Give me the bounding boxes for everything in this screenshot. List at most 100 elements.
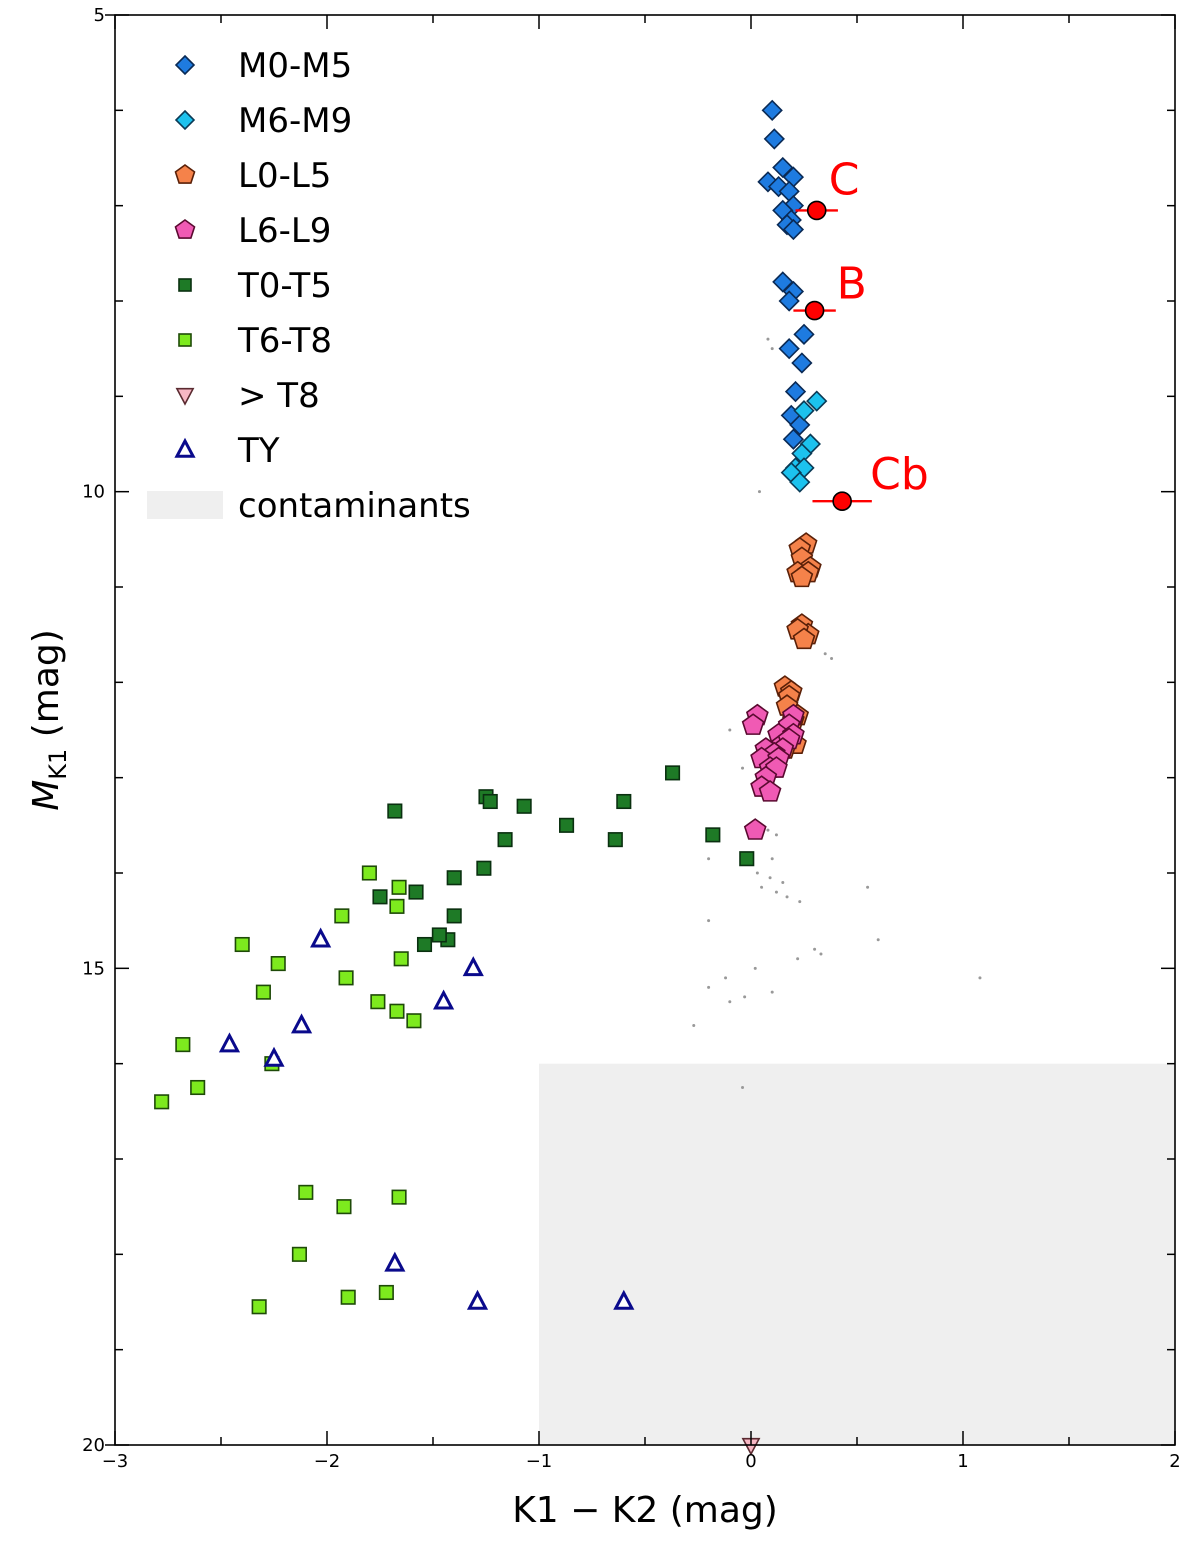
m6m9-point — [806, 390, 828, 412]
y-axis-title-sub: K1 — [44, 749, 72, 780]
m0m5-point — [761, 99, 783, 121]
contaminants-point — [819, 952, 823, 956]
contaminants-point — [728, 728, 732, 732]
y-axis-title-main: M — [26, 780, 67, 811]
contaminants-point — [770, 347, 774, 351]
contaminant-points-layer — [692, 337, 982, 1089]
x-tick-label: −2 — [314, 1451, 341, 1472]
t0t5-point — [607, 832, 623, 848]
contaminants-point — [796, 957, 800, 961]
m0m5-point — [782, 218, 805, 241]
ty-point — [433, 989, 455, 1010]
ty-point — [466, 1289, 489, 1310]
legend-label-ty: TY — [237, 431, 280, 471]
m6m9-point — [789, 471, 811, 493]
annotation-point — [806, 200, 827, 221]
contaminants-point — [813, 947, 817, 951]
m0m5-point — [772, 156, 794, 179]
m0m5-point — [782, 428, 805, 450]
contaminants-point — [785, 895, 789, 899]
t0t5-point — [431, 927, 447, 943]
m0m5-point — [793, 323, 815, 345]
t0t5-point — [408, 884, 424, 900]
legend-marker-m0m5 — [174, 54, 196, 76]
legend-label-l0l5: L0-L5 — [238, 156, 331, 196]
t6t8-point — [338, 970, 354, 986]
contaminants-point — [798, 900, 802, 904]
l0l5-point — [790, 565, 814, 588]
t6t8-point — [389, 1003, 405, 1019]
legend-marker-l0l5 — [174, 164, 196, 184]
legend-label-contaminants: contaminants — [238, 486, 471, 526]
t6t8-point — [291, 1246, 307, 1262]
t0t5-point — [416, 936, 433, 953]
x-tick-label: 1 — [957, 1451, 968, 1472]
t0t5-point — [665, 765, 681, 781]
ty-point — [290, 1013, 313, 1034]
contaminants-point — [753, 966, 757, 970]
contaminants-point — [757, 490, 761, 494]
y-axis-title-unit: (mag) — [26, 629, 67, 749]
t0t5-point — [739, 851, 755, 867]
m0m5-point — [791, 352, 813, 374]
t6t8-point — [393, 951, 409, 967]
t0t5-point — [705, 827, 721, 843]
contaminants-point — [823, 652, 827, 656]
annotation-point — [804, 300, 825, 321]
ty-point — [462, 956, 484, 977]
t6t8-point — [370, 994, 386, 1010]
legend-marker-t6t8 — [178, 333, 192, 347]
t0t5-point — [482, 793, 498, 810]
annotation-label: B — [837, 259, 867, 310]
annotation-label: Cb — [870, 449, 929, 500]
contaminants-point — [770, 857, 774, 861]
ty-point — [613, 1289, 635, 1310]
t0t5-point — [446, 870, 462, 886]
t6t8-point — [334, 908, 350, 924]
contaminants-point — [766, 337, 770, 341]
contaminants-point — [707, 919, 711, 923]
legend-label-t0t5: T0-T5 — [237, 266, 332, 306]
x-tick-label: −3 — [102, 1451, 129, 1472]
legend-marker-ty — [174, 437, 196, 458]
y-axis-title: MK1 (mag) — [26, 629, 72, 811]
contaminants-point — [766, 828, 770, 832]
contaminants-point — [724, 976, 728, 980]
ty-point — [218, 1032, 241, 1053]
ty-point — [310, 927, 332, 948]
contaminants-point — [774, 890, 778, 894]
t0t5-point — [616, 793, 632, 810]
contaminants-point — [866, 885, 870, 889]
legend-label-m0m5: M0-M5 — [238, 46, 352, 86]
t0t5-point — [372, 889, 388, 905]
annotation-point — [832, 491, 852, 512]
contaminant-region — [539, 1063, 1175, 1445]
t6t8-point — [406, 1013, 422, 1029]
t0t5-point — [516, 798, 532, 814]
t0t5-point — [497, 832, 513, 848]
legend-label-gt8: > T8 — [238, 376, 320, 416]
m6m9-point — [793, 400, 815, 422]
t6t8-point — [389, 898, 405, 914]
t6t8-point — [340, 1289, 356, 1305]
t6t8-point — [190, 1079, 206, 1096]
contaminants-point — [876, 938, 880, 942]
legend-label-t6t8: T6-T8 — [237, 321, 332, 361]
l6l9-point — [758, 779, 782, 802]
ty-point — [263, 1046, 285, 1067]
t6t8-point — [391, 1189, 407, 1205]
contaminants-point — [774, 833, 778, 837]
t6t8-point — [255, 984, 271, 1000]
m0m5-point — [772, 271, 794, 293]
y-tick-label: 15 — [82, 958, 105, 979]
contaminants-point — [760, 885, 764, 889]
contaminants-point — [728, 1000, 732, 1004]
legend: M0-M5 M6-M9 L0-L5 L6-L9 T0-T5 T6-T8 > T8 TY cont… — [147, 46, 471, 526]
t0t5-point — [446, 908, 462, 924]
legend-marker-m6m9 — [174, 109, 196, 131]
data-points-layer — [154, 99, 828, 1456]
contaminant-region-layer — [539, 1063, 1175, 1445]
legend-label-l6l9: L6-L9 — [238, 211, 331, 251]
annotation-label: C — [829, 154, 860, 205]
